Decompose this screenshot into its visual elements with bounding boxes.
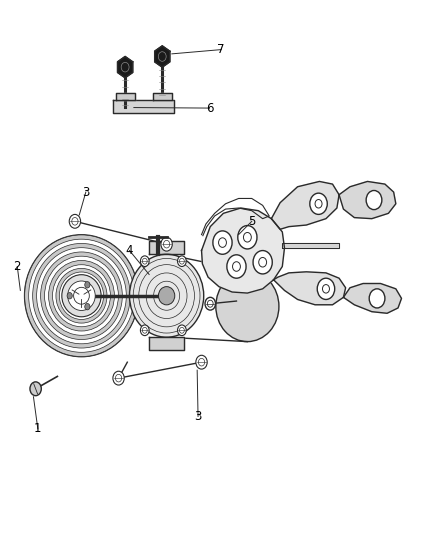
Polygon shape	[283, 243, 339, 248]
Text: 7: 7	[217, 43, 225, 56]
Ellipse shape	[68, 281, 95, 311]
Circle shape	[30, 382, 41, 395]
Ellipse shape	[53, 265, 110, 327]
Polygon shape	[116, 93, 135, 100]
Circle shape	[113, 371, 124, 385]
Ellipse shape	[25, 235, 138, 357]
Circle shape	[69, 214, 81, 228]
Ellipse shape	[216, 271, 279, 342]
Circle shape	[227, 255, 246, 278]
Text: 6: 6	[206, 102, 213, 115]
Ellipse shape	[74, 287, 89, 304]
Ellipse shape	[41, 252, 122, 340]
Polygon shape	[274, 272, 346, 305]
Circle shape	[213, 231, 232, 254]
Circle shape	[141, 256, 149, 266]
Ellipse shape	[62, 274, 101, 317]
Circle shape	[196, 356, 207, 369]
Text: 3: 3	[194, 410, 202, 423]
Circle shape	[369, 289, 385, 308]
Circle shape	[177, 325, 186, 336]
Text: 2: 2	[14, 260, 21, 273]
Circle shape	[67, 293, 72, 299]
Text: 3: 3	[82, 185, 89, 199]
Circle shape	[141, 325, 149, 336]
Ellipse shape	[33, 244, 130, 348]
Circle shape	[366, 190, 382, 209]
Circle shape	[310, 193, 327, 214]
Ellipse shape	[159, 287, 175, 305]
Text: 4: 4	[126, 244, 133, 257]
Circle shape	[317, 278, 335, 300]
Polygon shape	[343, 284, 402, 313]
Text: 5: 5	[248, 215, 255, 228]
Polygon shape	[113, 100, 174, 114]
Polygon shape	[117, 56, 133, 78]
Ellipse shape	[63, 276, 100, 316]
Polygon shape	[272, 181, 339, 229]
Polygon shape	[339, 181, 396, 219]
Ellipse shape	[25, 235, 138, 357]
Polygon shape	[149, 241, 184, 254]
Circle shape	[253, 251, 272, 274]
Polygon shape	[152, 93, 172, 100]
Circle shape	[238, 225, 257, 249]
Ellipse shape	[37, 248, 126, 344]
Ellipse shape	[49, 261, 114, 331]
Circle shape	[85, 281, 90, 288]
Ellipse shape	[130, 254, 204, 337]
Polygon shape	[155, 46, 170, 67]
Circle shape	[161, 237, 172, 251]
Ellipse shape	[56, 269, 107, 323]
Circle shape	[85, 303, 90, 310]
Polygon shape	[201, 208, 285, 293]
Text: 1: 1	[34, 422, 42, 435]
Circle shape	[205, 297, 215, 310]
Ellipse shape	[59, 272, 104, 319]
Ellipse shape	[45, 256, 118, 335]
Polygon shape	[149, 337, 184, 351]
Circle shape	[177, 256, 186, 266]
Ellipse shape	[28, 239, 134, 352]
